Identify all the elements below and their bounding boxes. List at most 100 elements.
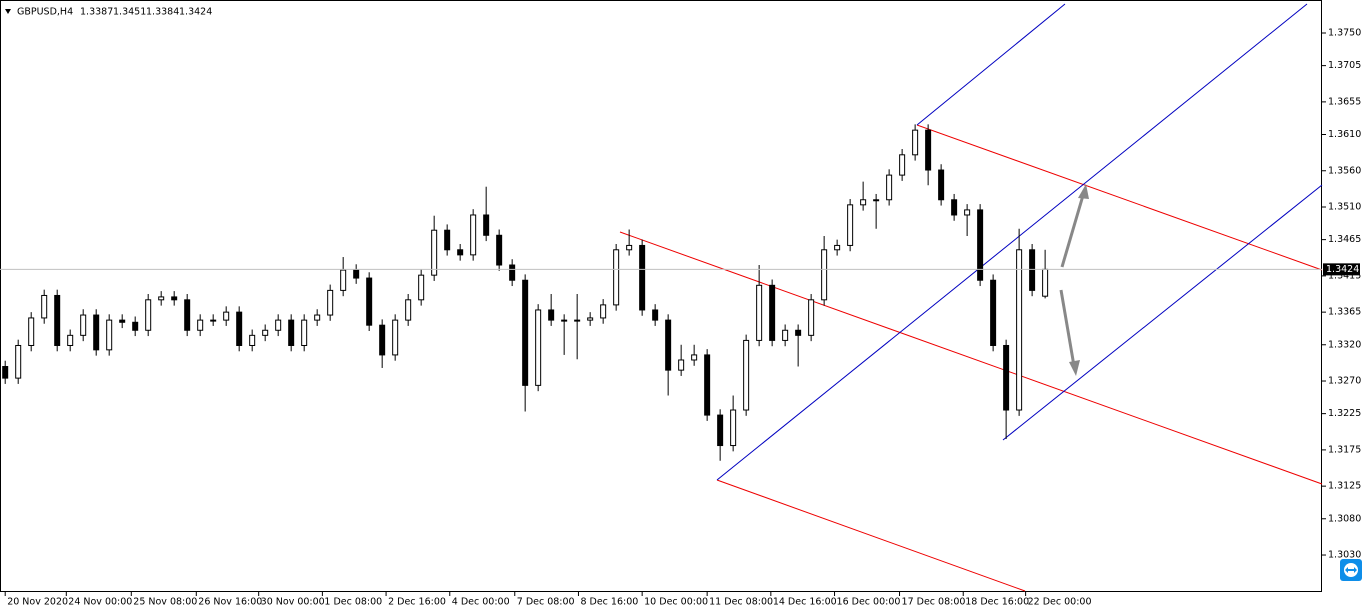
candle-body <box>782 329 789 341</box>
candle-body <box>223 311 230 321</box>
candle-body <box>353 269 360 279</box>
x-tick-label: 1 Dec 08:00 <box>324 597 382 608</box>
candle-body <box>873 199 880 202</box>
candle-body <box>236 311 243 346</box>
candle-body <box>366 277 373 326</box>
y-tick-label: 1.3655 <box>1328 96 1361 107</box>
y-tick-label: 1.3080 <box>1328 513 1361 524</box>
candle-body <box>613 249 620 306</box>
candle-body <box>834 244 841 251</box>
header-value: 1.3387 <box>80 7 113 18</box>
candle-body <box>626 244 633 251</box>
candle-body <box>28 317 35 346</box>
candle-body <box>561 319 568 322</box>
arrow-head <box>1078 184 1089 199</box>
candle-body <box>860 199 867 206</box>
candle-body <box>314 314 321 321</box>
x-tick-label: 11 Dec 08:00 <box>709 597 773 608</box>
candle-body <box>418 274 425 301</box>
candle-body <box>457 249 464 256</box>
candle-body <box>574 319 581 322</box>
candle-body <box>93 314 100 351</box>
candle-body <box>769 284 776 341</box>
x-tick-label: 8 Dec 16:00 <box>580 597 638 608</box>
header-value: 1.3424 <box>179 7 212 18</box>
candle-body <box>600 304 607 319</box>
x-tick-label: 26 Nov 16:00 <box>198 597 262 608</box>
candle-body <box>821 249 828 301</box>
pitchfork-line <box>916 3 1066 126</box>
candle-body <box>886 174 893 201</box>
candle-body <box>587 317 594 321</box>
candle-body <box>925 129 932 171</box>
candle-body <box>730 409 737 447</box>
candle-body <box>1003 344 1010 411</box>
y-tick-label: 1.3560 <box>1328 165 1361 176</box>
candle-body <box>392 319 399 356</box>
x-tick-label: 14 Dec 16:00 <box>773 597 837 608</box>
candle-body <box>379 324 386 356</box>
candle-body <box>639 244 646 311</box>
y-tick-label: 1.3320 <box>1328 339 1361 350</box>
y-tick-label: 1.3510 <box>1328 202 1361 213</box>
candle-body <box>444 229 451 251</box>
x-tick-label: 17 Dec 08:00 <box>902 597 966 608</box>
candle-body <box>106 319 113 351</box>
candle-body <box>80 314 87 336</box>
y-tick-label: 1.3465 <box>1328 234 1361 245</box>
y-tick-label: 1.3705 <box>1328 60 1361 71</box>
menu-arrow[interactable] <box>5 9 11 14</box>
candle-body <box>275 319 282 331</box>
candle-body <box>951 199 958 216</box>
y-tick-label: 1.3415 <box>1328 270 1361 281</box>
candle-body <box>899 154 906 176</box>
arrow <box>1059 289 1076 367</box>
candle-body <box>158 296 165 301</box>
candle-body <box>249 334 256 346</box>
candle-body <box>405 299 412 321</box>
x-tick-label: 22 Dec 00:00 <box>1028 597 1092 608</box>
candle-body <box>1042 268 1049 297</box>
candle-body <box>184 299 191 331</box>
price-label: 1.3424 <box>1326 264 1359 275</box>
candle-body <box>535 309 542 386</box>
y-tick-label: 1.3270 <box>1328 376 1361 387</box>
candle-body <box>548 309 555 321</box>
candle-body <box>717 414 724 447</box>
candle-body <box>808 299 815 336</box>
candle-body <box>964 209 971 216</box>
candle-body <box>132 321 139 331</box>
candle-body <box>509 264 516 281</box>
x-tick-label: 16 Dec 00:00 <box>837 597 901 608</box>
candle-body <box>470 214 477 256</box>
candle-body <box>288 319 295 346</box>
candle-body <box>327 289 334 316</box>
candle-body <box>977 209 984 281</box>
y-tick-label: 1.3225 <box>1328 408 1361 419</box>
pitchfork-line <box>619 231 1323 485</box>
arrow <box>1060 191 1086 268</box>
y-tick-label: 1.3125 <box>1328 481 1361 492</box>
candle-body <box>340 269 347 291</box>
candle-body <box>990 279 997 346</box>
drawings <box>619 3 1323 592</box>
pitchfork-line <box>716 479 1026 592</box>
header-value: 1.3384 <box>146 7 179 18</box>
candle-body <box>1016 249 1023 411</box>
price-label-bg <box>1323 263 1360 276</box>
candle-body <box>483 214 490 236</box>
candle-body <box>743 339 750 411</box>
candles <box>2 124 1049 461</box>
candle-body <box>54 294 61 346</box>
x-tick-label: 2 Dec 16:00 <box>388 597 446 608</box>
arrow-head <box>1069 360 1080 376</box>
y-tick-label: 1.3030 <box>1328 550 1361 561</box>
candle-body <box>119 319 126 323</box>
candle-body <box>938 169 945 201</box>
y-tick-label: 1.3175 <box>1328 444 1361 455</box>
candle-body <box>756 284 763 341</box>
candle-body <box>171 296 178 301</box>
candle-body <box>67 334 74 346</box>
header-value: 1.3451 <box>113 7 146 18</box>
candle-body <box>301 319 308 346</box>
